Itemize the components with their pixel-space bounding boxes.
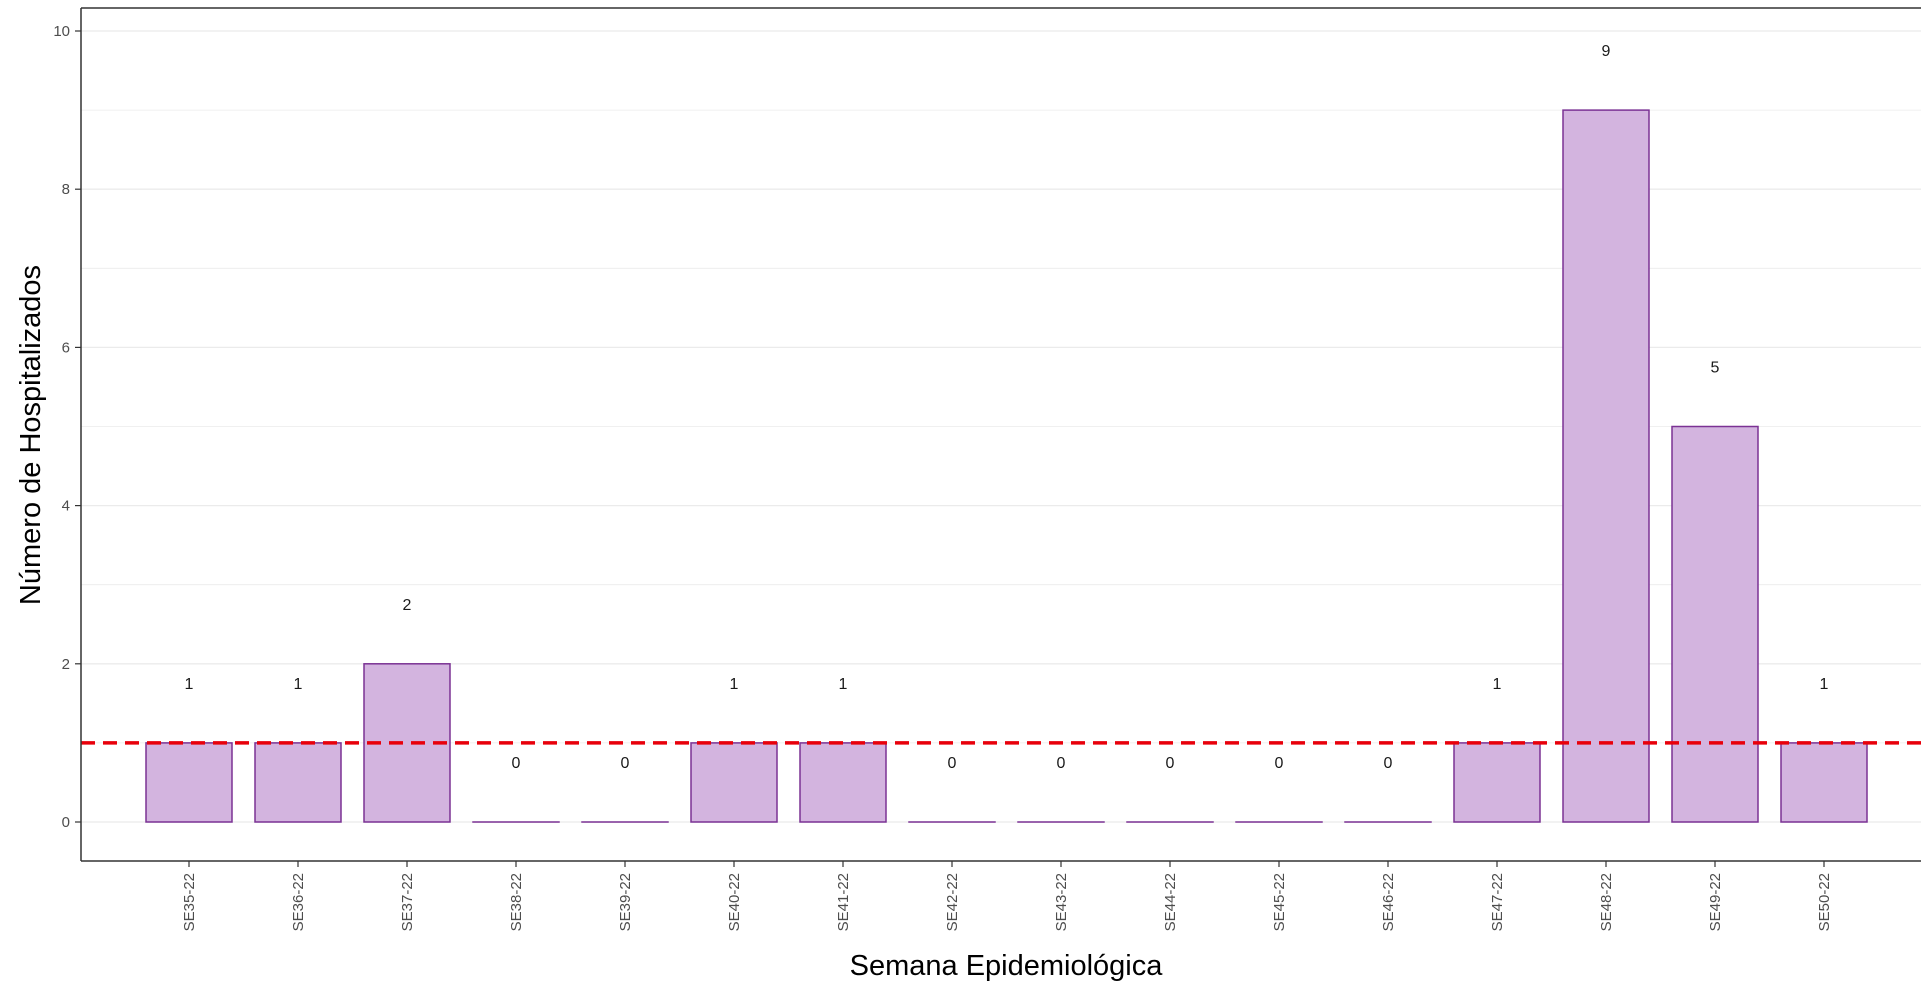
x-tick-label: SE39-22: [617, 873, 634, 931]
x-tick-label: SE36-22: [290, 873, 307, 931]
bar-se41-22: [799, 742, 887, 823]
bar-se49-22: [1671, 425, 1759, 823]
x-axis-title: Semana Epidemiológica: [850, 950, 1164, 982]
y-axis-title: Número de Hospitalizados: [15, 265, 47, 605]
data-label: 0: [1166, 755, 1175, 772]
data-label: 1: [1820, 676, 1829, 693]
x-tick-label: SE48-22: [1598, 873, 1615, 931]
data-label: 9: [1602, 43, 1611, 60]
bar-se48-22: [1562, 109, 1650, 823]
data-label: 0: [1057, 755, 1066, 772]
x-tick-label: SE43-22: [1053, 873, 1070, 931]
y-tick-label: 0: [62, 814, 70, 831]
data-label: 0: [621, 755, 630, 772]
y-tick-label: 2: [62, 656, 70, 673]
y-tick-label: 8: [62, 181, 70, 198]
x-tick-label: SE49-22: [1707, 873, 1724, 931]
x-tick-label: SE40-22: [726, 873, 743, 931]
data-labels: 1 1 2 0 0 1 1 0 0 0 0 0 1 9 5 1: [185, 43, 1829, 772]
data-label: 0: [1275, 755, 1284, 772]
bar-se47-22: [1453, 742, 1541, 823]
data-label: 1: [730, 676, 739, 693]
data-label: 0: [512, 755, 521, 772]
x-tick-label: SE35-22: [181, 873, 198, 931]
y-axis: 0 2 4 6 8 10: [53, 23, 81, 831]
x-tick-label: SE42-22: [944, 873, 961, 931]
bar-se40-22: [690, 742, 778, 823]
bar-se35-22: [145, 742, 233, 823]
data-label: 0: [1384, 755, 1393, 772]
data-label: 1: [294, 676, 303, 693]
x-tick-label: SE41-22: [835, 873, 852, 931]
x-tick-label: SE50-22: [1816, 873, 1833, 931]
bars: [145, 109, 1868, 823]
y-tick-label: 4: [62, 498, 70, 515]
data-label: 2: [403, 597, 412, 614]
data-label: 5: [1711, 360, 1720, 377]
data-label: 1: [1493, 676, 1502, 693]
y-tick-label: 10: [53, 23, 70, 40]
data-label: 1: [185, 676, 194, 693]
data-label: 0: [948, 755, 957, 772]
data-label: 1: [839, 676, 848, 693]
x-tick-label: SE37-22: [399, 873, 416, 931]
x-tick-label: SE47-22: [1489, 873, 1506, 931]
x-tick-label: SE46-22: [1380, 873, 1397, 931]
x-axis: SE35-22 SE36-22 SE37-22 SE38-22 SE39-22 SE40-…: [181, 861, 1833, 931]
bar-se50-22: [1780, 742, 1868, 823]
x-tick-label: SE44-22: [1162, 873, 1179, 931]
y-tick-label: 6: [62, 339, 70, 356]
bar-se36-22: [254, 742, 342, 823]
x-tick-label: SE38-22: [508, 873, 525, 931]
x-tick-label: SE45-22: [1271, 873, 1288, 931]
